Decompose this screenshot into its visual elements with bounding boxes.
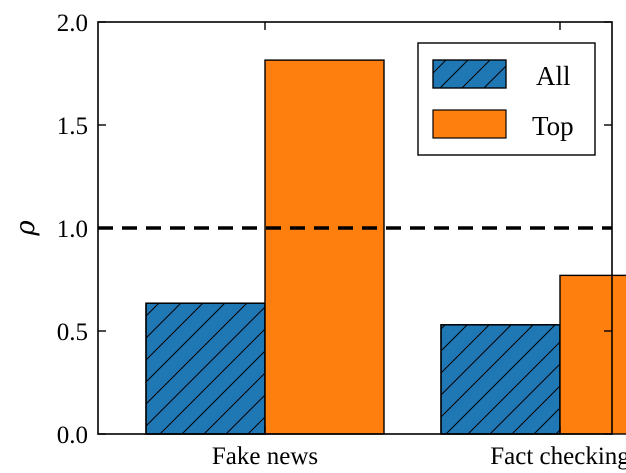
y-tick-label: 1.5 xyxy=(57,113,88,140)
y-tick-label: 2.0 xyxy=(57,10,88,37)
y-axis-label: ρ xyxy=(11,220,41,237)
legend-swatch-all-hatch xyxy=(432,59,507,89)
x-axis: Fake news Fact checking xyxy=(212,22,626,470)
legend: All Top xyxy=(417,42,596,156)
bar-hatch-fact-checking-all xyxy=(440,324,561,435)
legend-label-top: Top xyxy=(532,111,574,141)
category-label: Fake news xyxy=(212,443,318,470)
bar-hatch-fake-news-all xyxy=(145,302,266,435)
y-tick-label: 1.0 xyxy=(57,216,88,243)
y-axis: 0.0 0.5 1.0 1.5 2.0 xyxy=(57,10,612,449)
legend-label-all: All xyxy=(536,61,571,91)
legend-swatch-top xyxy=(432,109,507,139)
bar-fake-news-top xyxy=(264,59,385,435)
bar-fact-checking-top xyxy=(559,274,626,435)
bars xyxy=(145,59,626,435)
y-tick-label: 0.0 xyxy=(57,422,88,449)
category-label: Fact checking xyxy=(490,443,626,470)
y-tick-label: 0.5 xyxy=(57,319,88,346)
